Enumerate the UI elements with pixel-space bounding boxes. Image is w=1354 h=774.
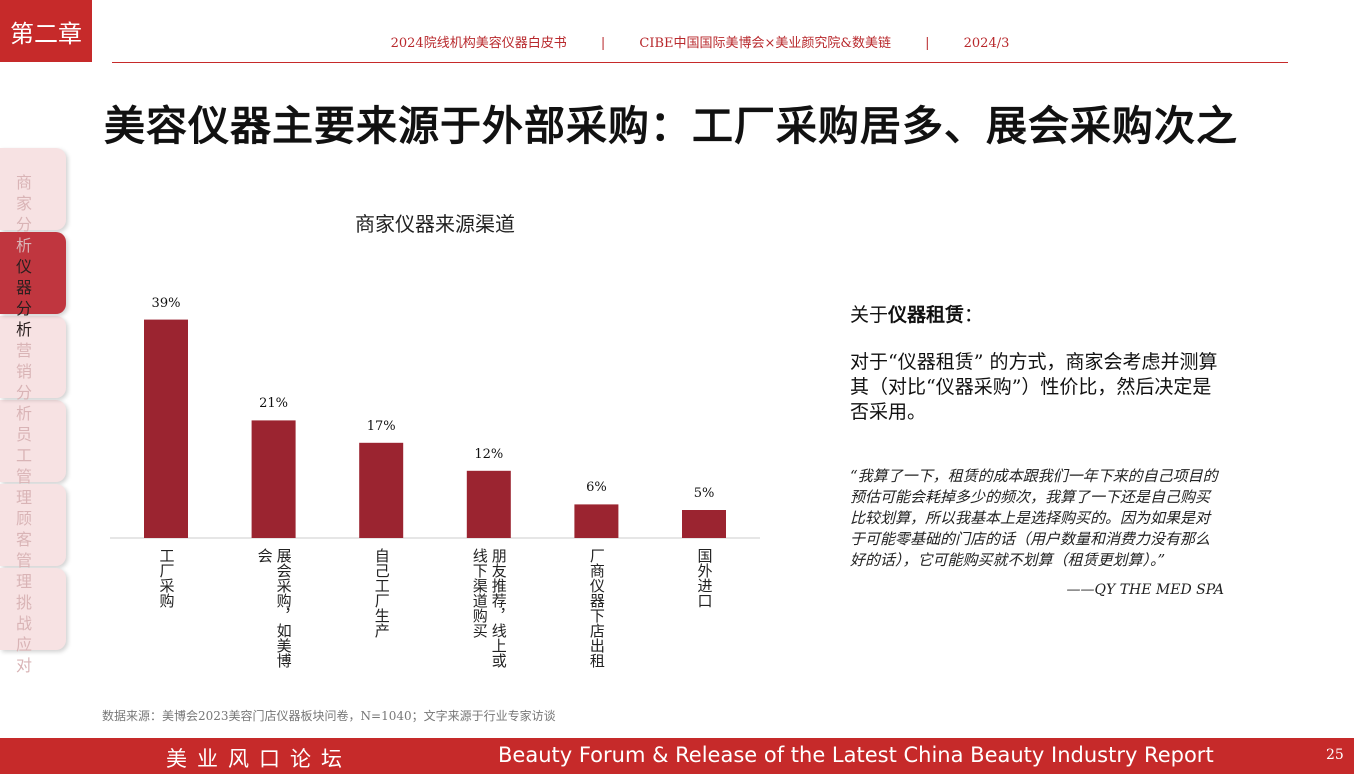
nav-item-customer[interactable] [0, 484, 66, 566]
page-title: 美容仪器主要来源于外部采购：工厂采购居多、展会采购次之 [104, 102, 1238, 150]
category-label: 工厂采购 [157, 548, 176, 608]
category-label: 朋友推荐，线上或线下渠道购买 [470, 548, 508, 668]
quote-source: ——QY THE MED SPA [1066, 582, 1224, 598]
header-separator: | [600, 36, 606, 51]
bar-value-label: 17% [366, 418, 396, 434]
page-number: 25 [1326, 747, 1344, 763]
rental-heading-prefix: 关于 [850, 304, 889, 326]
nav-label-customer: 顾客管理 [16, 509, 33, 591]
header-separator: | [925, 36, 930, 51]
rental-heading-bold: 仪器租赁 [888, 304, 965, 326]
nav-item-instrument[interactable] [0, 232, 66, 314]
bar-chart [110, 319, 760, 539]
header-divider [112, 62, 1288, 63]
footer-forum-name: 美业风口论坛 [166, 747, 352, 771]
nav-label-merchant: 商家分析 [16, 173, 33, 255]
header-doc-title: 2024院线机构美容仪器白皮书 [390, 36, 567, 51]
bar-value-label: 5% [693, 486, 715, 501]
header-org: CIBE中国国际美博会×美业颜究院&数美链 [639, 36, 891, 51]
rental-heading: 关于仪器租赁： [850, 300, 983, 327]
expert-quote: “我算了一下，租赁的成本跟我们一年下来的自己项目的预估可能会耗掉多少的频次，我算… [850, 467, 1218, 569]
footer-bar: 美业风口论坛 Beauty Forum & Release of the Lat… [0, 738, 1354, 774]
category-label: 自己工厂生产 [372, 548, 391, 638]
data-source-note: 数据来源：美博会2023美容门店仪器板块问卷，N=1040；文字来源于行业专家访… [102, 709, 556, 723]
rental-description: 对于“仪器租赁” 的方式，商家会考虑并测算其（对比“仪器采购”）性价比，然后决定… [850, 351, 1218, 423]
bar [574, 504, 619, 538]
nav-label-marketing: 营销分析 [16, 341, 33, 423]
nav-label-instrument: 仪器分析 [16, 257, 33, 339]
nav-item-employee[interactable] [0, 400, 66, 482]
header-date: 2024/3 [963, 36, 1010, 51]
nav-item-merchant[interactable] [0, 148, 66, 230]
chapter-badge: 第二章 [0, 0, 92, 62]
footer-english-title: Beauty Forum & Release of the Latest Chi… [498, 743, 1214, 767]
category-label: 厂商仪器下店出租 [587, 548, 606, 668]
document-header: 2024院线机构美容仪器白皮书 | CIBE中国国际美博会×美业颜究院&数美链 … [112, 32, 1288, 51]
bar [251, 420, 296, 538]
bar-value-label: 6% [586, 480, 607, 496]
bar [466, 470, 511, 538]
bar-value-label: 12% [474, 446, 504, 462]
bar-value-label: 21% [259, 396, 289, 412]
rental-heading-suffix: ： [964, 304, 984, 326]
bar-value-label: 39% [151, 295, 181, 311]
bar [359, 442, 404, 538]
nav-item-marketing[interactable] [0, 316, 66, 398]
category-label: 展会采购，如美博会 [255, 548, 293, 668]
bar [144, 319, 188, 538]
nav-label-challenge: 挑战应对 [16, 593, 33, 675]
nav-item-challenge[interactable] [0, 568, 66, 650]
chart-title: 商家仪器来源渠道 [355, 212, 515, 236]
bar [682, 510, 726, 538]
nav-label-employee: 员工管理 [16, 425, 33, 507]
category-label: 国外进口 [695, 548, 714, 608]
